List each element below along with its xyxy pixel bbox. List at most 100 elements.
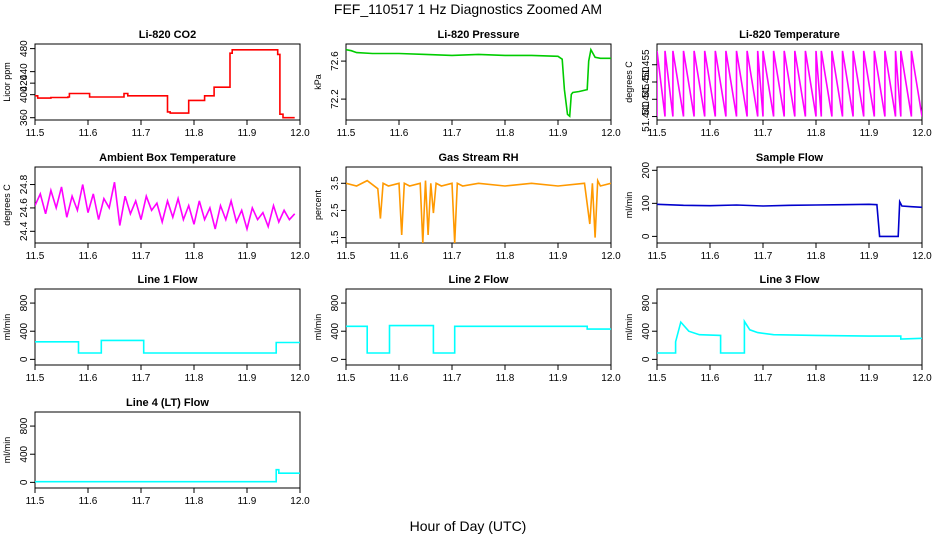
x-tick-label: 12.0 xyxy=(290,373,310,384)
x-tick-label: 11.9 xyxy=(238,496,257,507)
x-tick-label: 11.5 xyxy=(337,128,356,139)
plot-frame xyxy=(34,411,301,489)
y-tick-label: 1.5 xyxy=(330,230,341,244)
y-tick-label: 100 xyxy=(641,195,652,212)
y-tick-label: 24.8 xyxy=(19,174,30,194)
x-tick-label: 11.5 xyxy=(648,128,667,139)
panel-line-3-flow: Line 3 Flow 11.5 11.6 11.7 11.8 11.9 12.0 0 400 8… xyxy=(624,274,932,384)
x-tick-label: 11.7 xyxy=(132,251,151,262)
panel-gas-stream-rh: Gas Stream RH 11.5 11.6 11.7 11.8 11.9 12.0 1.5… xyxy=(313,152,621,262)
x-tick-label: 11.6 xyxy=(390,128,409,139)
y-tick-label: 0 xyxy=(19,479,30,485)
x-tick-label: 11.6 xyxy=(79,128,98,139)
series-line-line-4 xyxy=(35,468,300,483)
y-tick-label: 400 xyxy=(330,322,341,339)
x-tick-label: 11.8 xyxy=(496,128,515,139)
series-line-co2 xyxy=(35,48,295,119)
x-tick-label: 11.7 xyxy=(443,373,462,384)
y-tick-label: 3.5 xyxy=(330,176,341,190)
y-tick-label: 440 xyxy=(19,63,30,80)
x-tick-label: 12.0 xyxy=(912,251,932,262)
series-line-temperature xyxy=(657,50,922,117)
x-tick-label: 12.0 xyxy=(601,373,621,384)
x-tick-label: 11.6 xyxy=(79,496,98,507)
x-tick-label: 11.9 xyxy=(238,373,257,384)
y-tick-label: 0 xyxy=(19,356,30,362)
panel-li-820-co2: Li-820 CO2 11.5 11.6 11.7 11.8 11.9 12.0 360 400… xyxy=(2,29,310,139)
panel-sample-flow: Sample Flow 11.5 11.6 11.7 11.8 11.9 12.0 0 100 2… xyxy=(624,152,932,262)
x-tick-label: 11.8 xyxy=(185,251,204,262)
panel-title: Line 1 Flow xyxy=(138,274,198,286)
y-axis-label: ml/min xyxy=(624,192,634,219)
y-tick-label: 800 xyxy=(19,294,30,311)
x-tick-label: 11.9 xyxy=(860,373,879,384)
y-axis-label: degrees C xyxy=(624,61,634,103)
series-line-ambient xyxy=(35,182,296,233)
panel-line-1-flow: Line 1 Flow 11.5 11.6 11.7 11.8 11.9 12.0 0 400 8… xyxy=(2,274,310,384)
x-tick-label: 11.7 xyxy=(754,373,773,384)
x-tick-label: 11.6 xyxy=(390,373,409,384)
x-tick-label: 12.0 xyxy=(601,251,621,262)
x-tick-label: 11.7 xyxy=(754,251,773,262)
y-tick-label: 800 xyxy=(330,294,341,311)
x-tick-label: 11.5 xyxy=(26,251,45,262)
y-tick-label: 72.6 xyxy=(330,51,341,71)
y-tick-label: 0 xyxy=(330,356,341,362)
y-tick-label: 51.445 xyxy=(641,84,652,115)
x-tick-label: 11.9 xyxy=(860,251,879,262)
x-tick-label: 12.0 xyxy=(912,373,932,384)
y-axis-label: ml/min xyxy=(2,314,12,341)
x-tick-label: 11.9 xyxy=(549,128,568,139)
y-axis-label: ml/min xyxy=(313,314,323,341)
x-tick-label: 11.8 xyxy=(185,373,204,384)
x-tick-label: 11.8 xyxy=(807,373,826,384)
panel-title: Ambient Box Temperature xyxy=(99,152,236,164)
x-tick-label: 11.5 xyxy=(648,373,667,384)
x-tick-label: 11.6 xyxy=(701,373,720,384)
x-tick-label: 11.5 xyxy=(648,251,667,262)
y-axis-label: kPa xyxy=(313,74,323,90)
x-tick-label: 11.9 xyxy=(238,251,257,262)
y-axis-label: percent xyxy=(313,189,323,220)
y-axis-label: Licor ppm xyxy=(2,62,12,102)
plot-frame xyxy=(345,43,612,121)
series-line-line-3 xyxy=(657,318,922,354)
x-tick-label: 12.0 xyxy=(290,496,310,507)
y-axis-label: ml/min xyxy=(2,437,12,464)
y-tick-label: 800 xyxy=(19,417,30,434)
plot-frame xyxy=(656,288,923,366)
x-tick-label: 11.7 xyxy=(754,128,773,139)
y-tick-label: 480 xyxy=(19,40,30,57)
x-tick-label: 11.6 xyxy=(390,251,409,262)
x-tick-label: 11.8 xyxy=(496,373,515,384)
series-line-line-1 xyxy=(35,339,300,354)
x-tick-label: 11.5 xyxy=(337,373,356,384)
x-tick-label: 11.8 xyxy=(807,251,826,262)
y-tick-label: 24.6 xyxy=(19,198,30,218)
panel-title: Line 2 Flow xyxy=(449,274,509,286)
panel-title: Sample Flow xyxy=(756,152,824,164)
x-tick-label: 11.7 xyxy=(132,496,151,507)
panel-title: Line 3 Flow xyxy=(760,274,820,286)
x-tick-label: 11.9 xyxy=(549,251,568,262)
y-tick-label: 800 xyxy=(641,294,652,311)
x-axis-title: Hour of Day (UTC) xyxy=(409,518,527,534)
x-tick-label: 11.8 xyxy=(807,128,826,139)
y-tick-label: 400 xyxy=(641,322,652,339)
y-axis-label: degrees C xyxy=(2,184,12,226)
panel-title: Li-820 CO2 xyxy=(139,29,196,41)
plot-frame xyxy=(34,43,301,121)
x-tick-label: 11.6 xyxy=(701,251,720,262)
x-tick-label: 12.0 xyxy=(912,128,932,139)
series-line-pressure xyxy=(346,47,611,118)
x-tick-label: 11.7 xyxy=(132,373,151,384)
y-tick-label: 400 xyxy=(19,86,30,103)
panel-li-820-pressure: Li-820 Pressure 11.5 11.6 11.7 11.8 11.9 12.0 7… xyxy=(313,29,621,139)
y-tick-label: 420 xyxy=(19,74,30,91)
x-tick-label: 11.5 xyxy=(26,496,45,507)
x-tick-label: 11.5 xyxy=(26,128,45,139)
y-tick-label: 24.4 xyxy=(19,221,30,241)
y-tick-label: 400 xyxy=(19,445,30,462)
panel-line-2-flow: Line 2 Flow 11.5 11.6 11.7 11.8 11.9 12.0 0 400 8… xyxy=(313,274,621,384)
x-tick-label: 11.5 xyxy=(26,373,45,384)
